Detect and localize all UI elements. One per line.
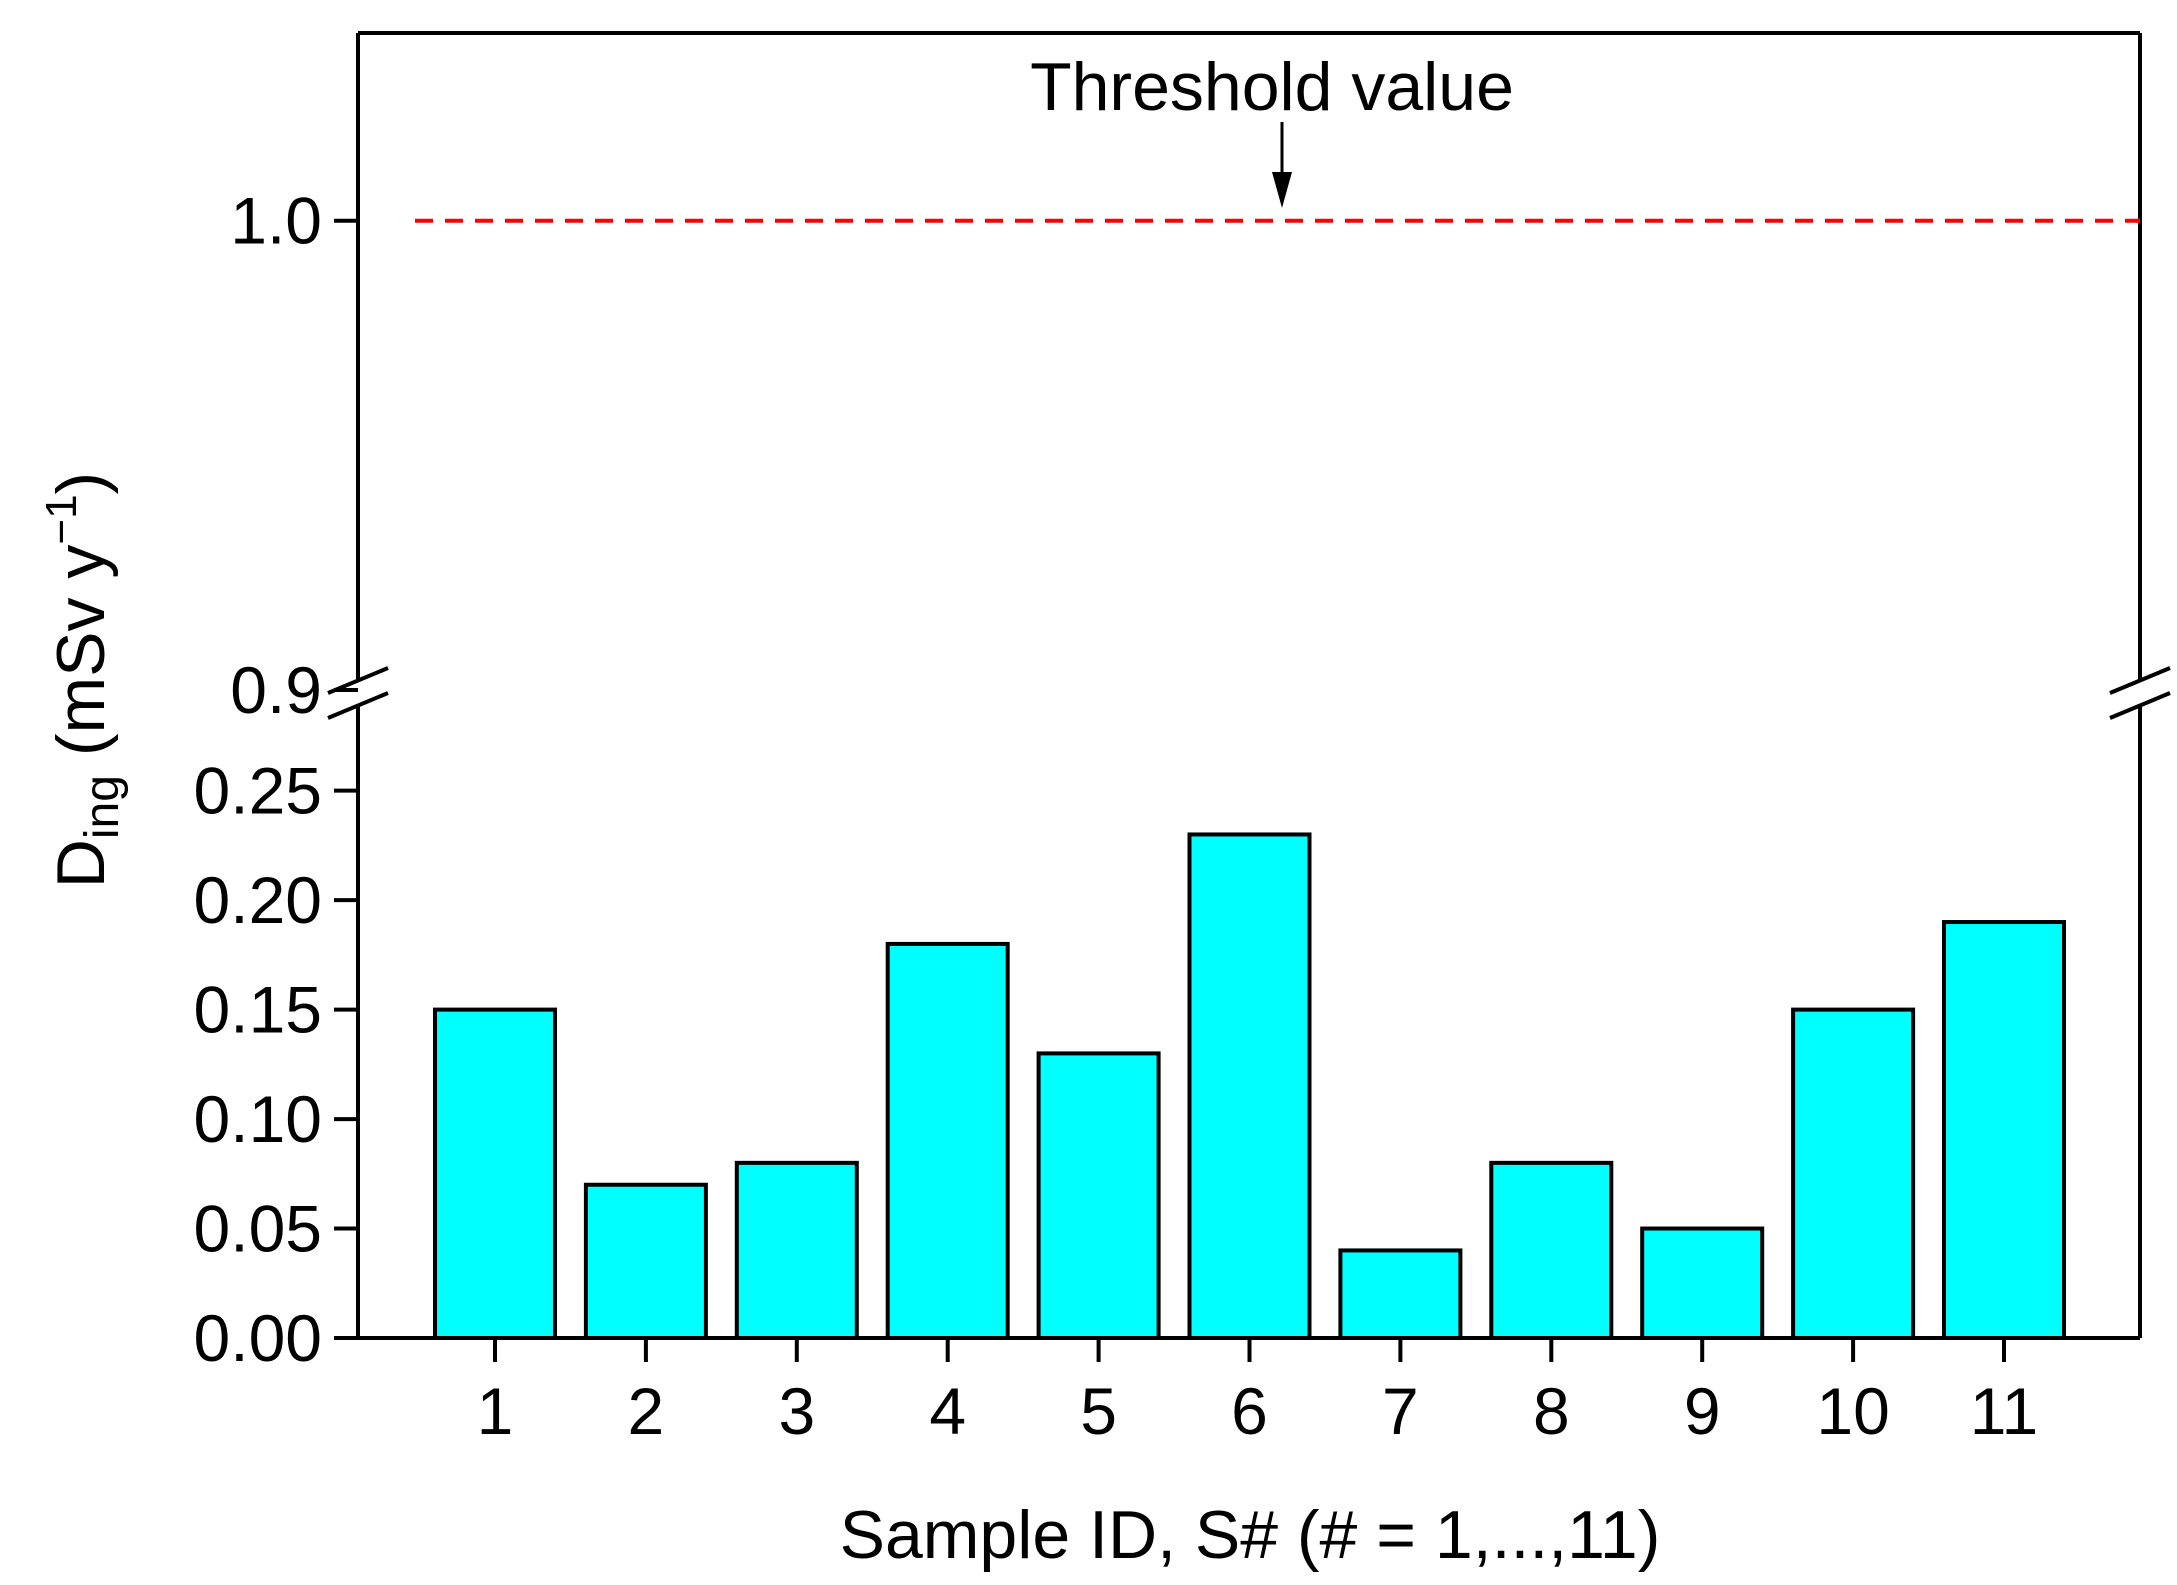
y-axis-title: Ding (mSv y−1) [37,472,129,888]
x-tick-label: 4 [929,1374,966,1448]
x-tick-label: 1 [477,1374,514,1448]
x-tick-label: 5 [1080,1374,1117,1448]
x-tick-label: 2 [628,1374,665,1448]
y-tick-label: 0.10 [194,1082,322,1156]
break-mark-right-1 [2109,666,2171,695]
threshold-arrow-head [1272,172,1292,208]
y-axis-title-main: D [43,839,119,888]
bar-10 [1791,1007,1916,1340]
y-axis-title-close: ) [43,472,119,495]
x-tick-label: 8 [1533,1374,1570,1448]
x-tick-label: 10 [1816,1374,1889,1448]
y-tick-label: 0.25 [194,754,322,828]
bar-1 [433,1007,557,1340]
y-axis-title-subscript: ing [76,775,129,839]
threshold-group: Threshold value [415,49,2140,223]
bar-6 [1187,832,1312,1340]
bar-8 [1489,1160,1614,1341]
x-tick-label: 9 [1684,1374,1721,1448]
bar-9 [1640,1226,1765,1341]
y-tick-label: 0.9 [230,653,322,727]
break-mark-right-2 [2109,691,2171,720]
bar-2 [583,1182,708,1340]
x-axis-ticks: 1 2 3 4 5 6 7 8 9 10 11 [477,1338,2039,1448]
x-axis-title: Sample ID, S# (# = 1,...,11) [840,1497,1661,1573]
axis-break-marks [327,666,2171,720]
y-tick-label: 0.00 [194,1301,322,1375]
y-tick-label: 0.15 [194,973,322,1047]
y-tick-label: 0.05 [194,1192,322,1266]
bar-3 [734,1160,859,1341]
bar-7 [1338,1248,1463,1341]
y-tick-label: 1.0 [230,184,322,258]
break-mark-left-1 [327,666,389,695]
threshold-label: Threshold value [1030,49,1514,125]
bar-4 [885,941,1010,1341]
y-tick-label: 0.20 [194,863,322,937]
bar-11 [1942,920,2066,1340]
x-tick-label: 6 [1231,1374,1268,1448]
break-mark-left-2 [327,691,389,720]
x-tick-label: 3 [778,1374,815,1448]
bar-5 [1036,1051,1161,1340]
y-axis-title-units: (mSv y [43,545,119,775]
y-axis-title-superscript: −1 [37,494,86,544]
y-axis-ticks: 0.00 0.05 0.10 0.15 0.20 0.25 0.9 1.0 [194,184,358,1375]
x-tick-label: 11 [1970,1374,2039,1448]
x-tick-label: 7 [1382,1374,1419,1448]
bar-series [433,832,2066,1341]
